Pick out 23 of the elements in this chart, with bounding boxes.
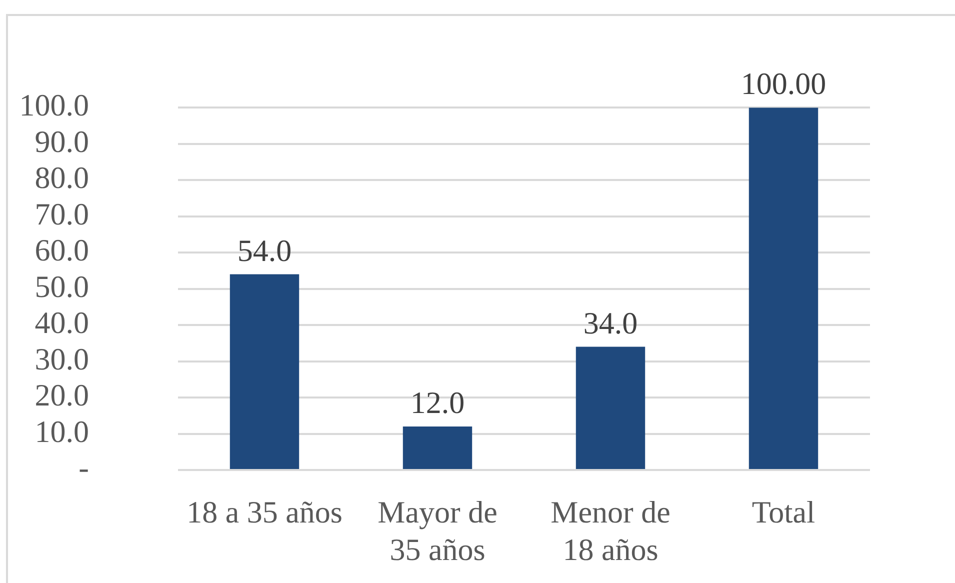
- y-tick-label: 70.0: [34, 196, 89, 232]
- y-tick-label: 80.0: [34, 160, 89, 196]
- y-tick-label: 30.0: [34, 341, 89, 376]
- y-tick-label: 60.0: [34, 232, 89, 268]
- y-tick-label: 90.0: [34, 124, 89, 159]
- bar: [748, 108, 818, 469]
- y-tick-label: 100.0: [19, 88, 89, 123]
- x-tick-label: Mayor de 35 años: [378, 494, 498, 567]
- x-tick-label: Total: [752, 494, 816, 530]
- x-tick-label: 18 a 35 años: [186, 494, 342, 530]
- y-tick-label: -: [78, 450, 89, 486]
- bar: [402, 426, 472, 469]
- x-tick-label: Menor de 18 años: [550, 494, 670, 567]
- bar: [230, 274, 300, 469]
- data-label: 34.0: [583, 305, 638, 340]
- y-tick-label: 10.0: [34, 414, 89, 449]
- data-label: 54.0: [237, 232, 292, 268]
- y-tick-label: 50.0: [34, 268, 89, 304]
- y-tick-label: 20.0: [34, 378, 89, 413]
- data-label: 100.00: [740, 66, 826, 102]
- data-label: 12.0: [410, 385, 465, 420]
- y-tick-label: 40.0: [34, 305, 89, 340]
- bar: [576, 346, 646, 469]
